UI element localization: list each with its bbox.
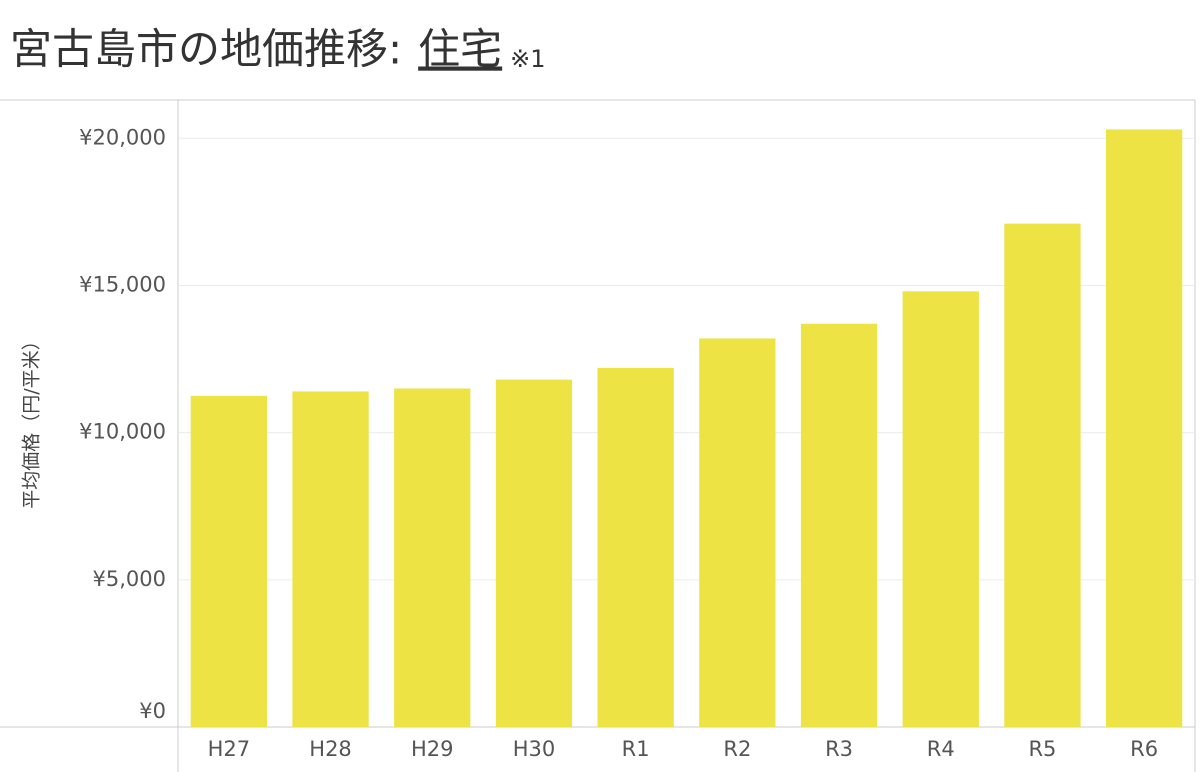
x-tick-label: R5 bbox=[1028, 737, 1056, 761]
bar bbox=[495, 379, 573, 727]
x-tick-label: H28 bbox=[309, 737, 352, 761]
x-tick-label: R3 bbox=[825, 737, 853, 761]
x-tick-label: R4 bbox=[927, 737, 955, 761]
bar bbox=[292, 391, 369, 727]
y-axis-label: 平均価格（円/平米） bbox=[21, 331, 43, 508]
x-tick-label: H27 bbox=[208, 737, 251, 761]
bar bbox=[800, 323, 878, 727]
x-tick-label: H30 bbox=[513, 737, 556, 761]
x-tick-label: R1 bbox=[622, 737, 650, 761]
title-link[interactable]: 住宅 bbox=[418, 25, 502, 74]
title-note: ※1 bbox=[510, 45, 545, 73]
chart-title: 宮古島市の地価推移: bbox=[10, 25, 402, 74]
y-tick-label: ¥5,000 bbox=[93, 567, 166, 591]
bar bbox=[394, 388, 471, 727]
x-tick-label: R6 bbox=[1130, 737, 1158, 761]
bar bbox=[190, 395, 267, 727]
bar bbox=[1106, 129, 1183, 727]
x-tick-label: R2 bbox=[723, 737, 751, 761]
x-tick-label: H29 bbox=[411, 737, 454, 761]
bar bbox=[597, 367, 674, 727]
y-tick-label: ¥0 bbox=[139, 699, 166, 723]
y-tick-label: ¥15,000 bbox=[79, 272, 166, 296]
bar bbox=[1004, 223, 1081, 728]
y-tick-label: ¥10,000 bbox=[79, 420, 166, 444]
bar bbox=[699, 338, 776, 727]
y-tick-label: ¥20,000 bbox=[79, 125, 166, 149]
bar bbox=[902, 291, 979, 727]
